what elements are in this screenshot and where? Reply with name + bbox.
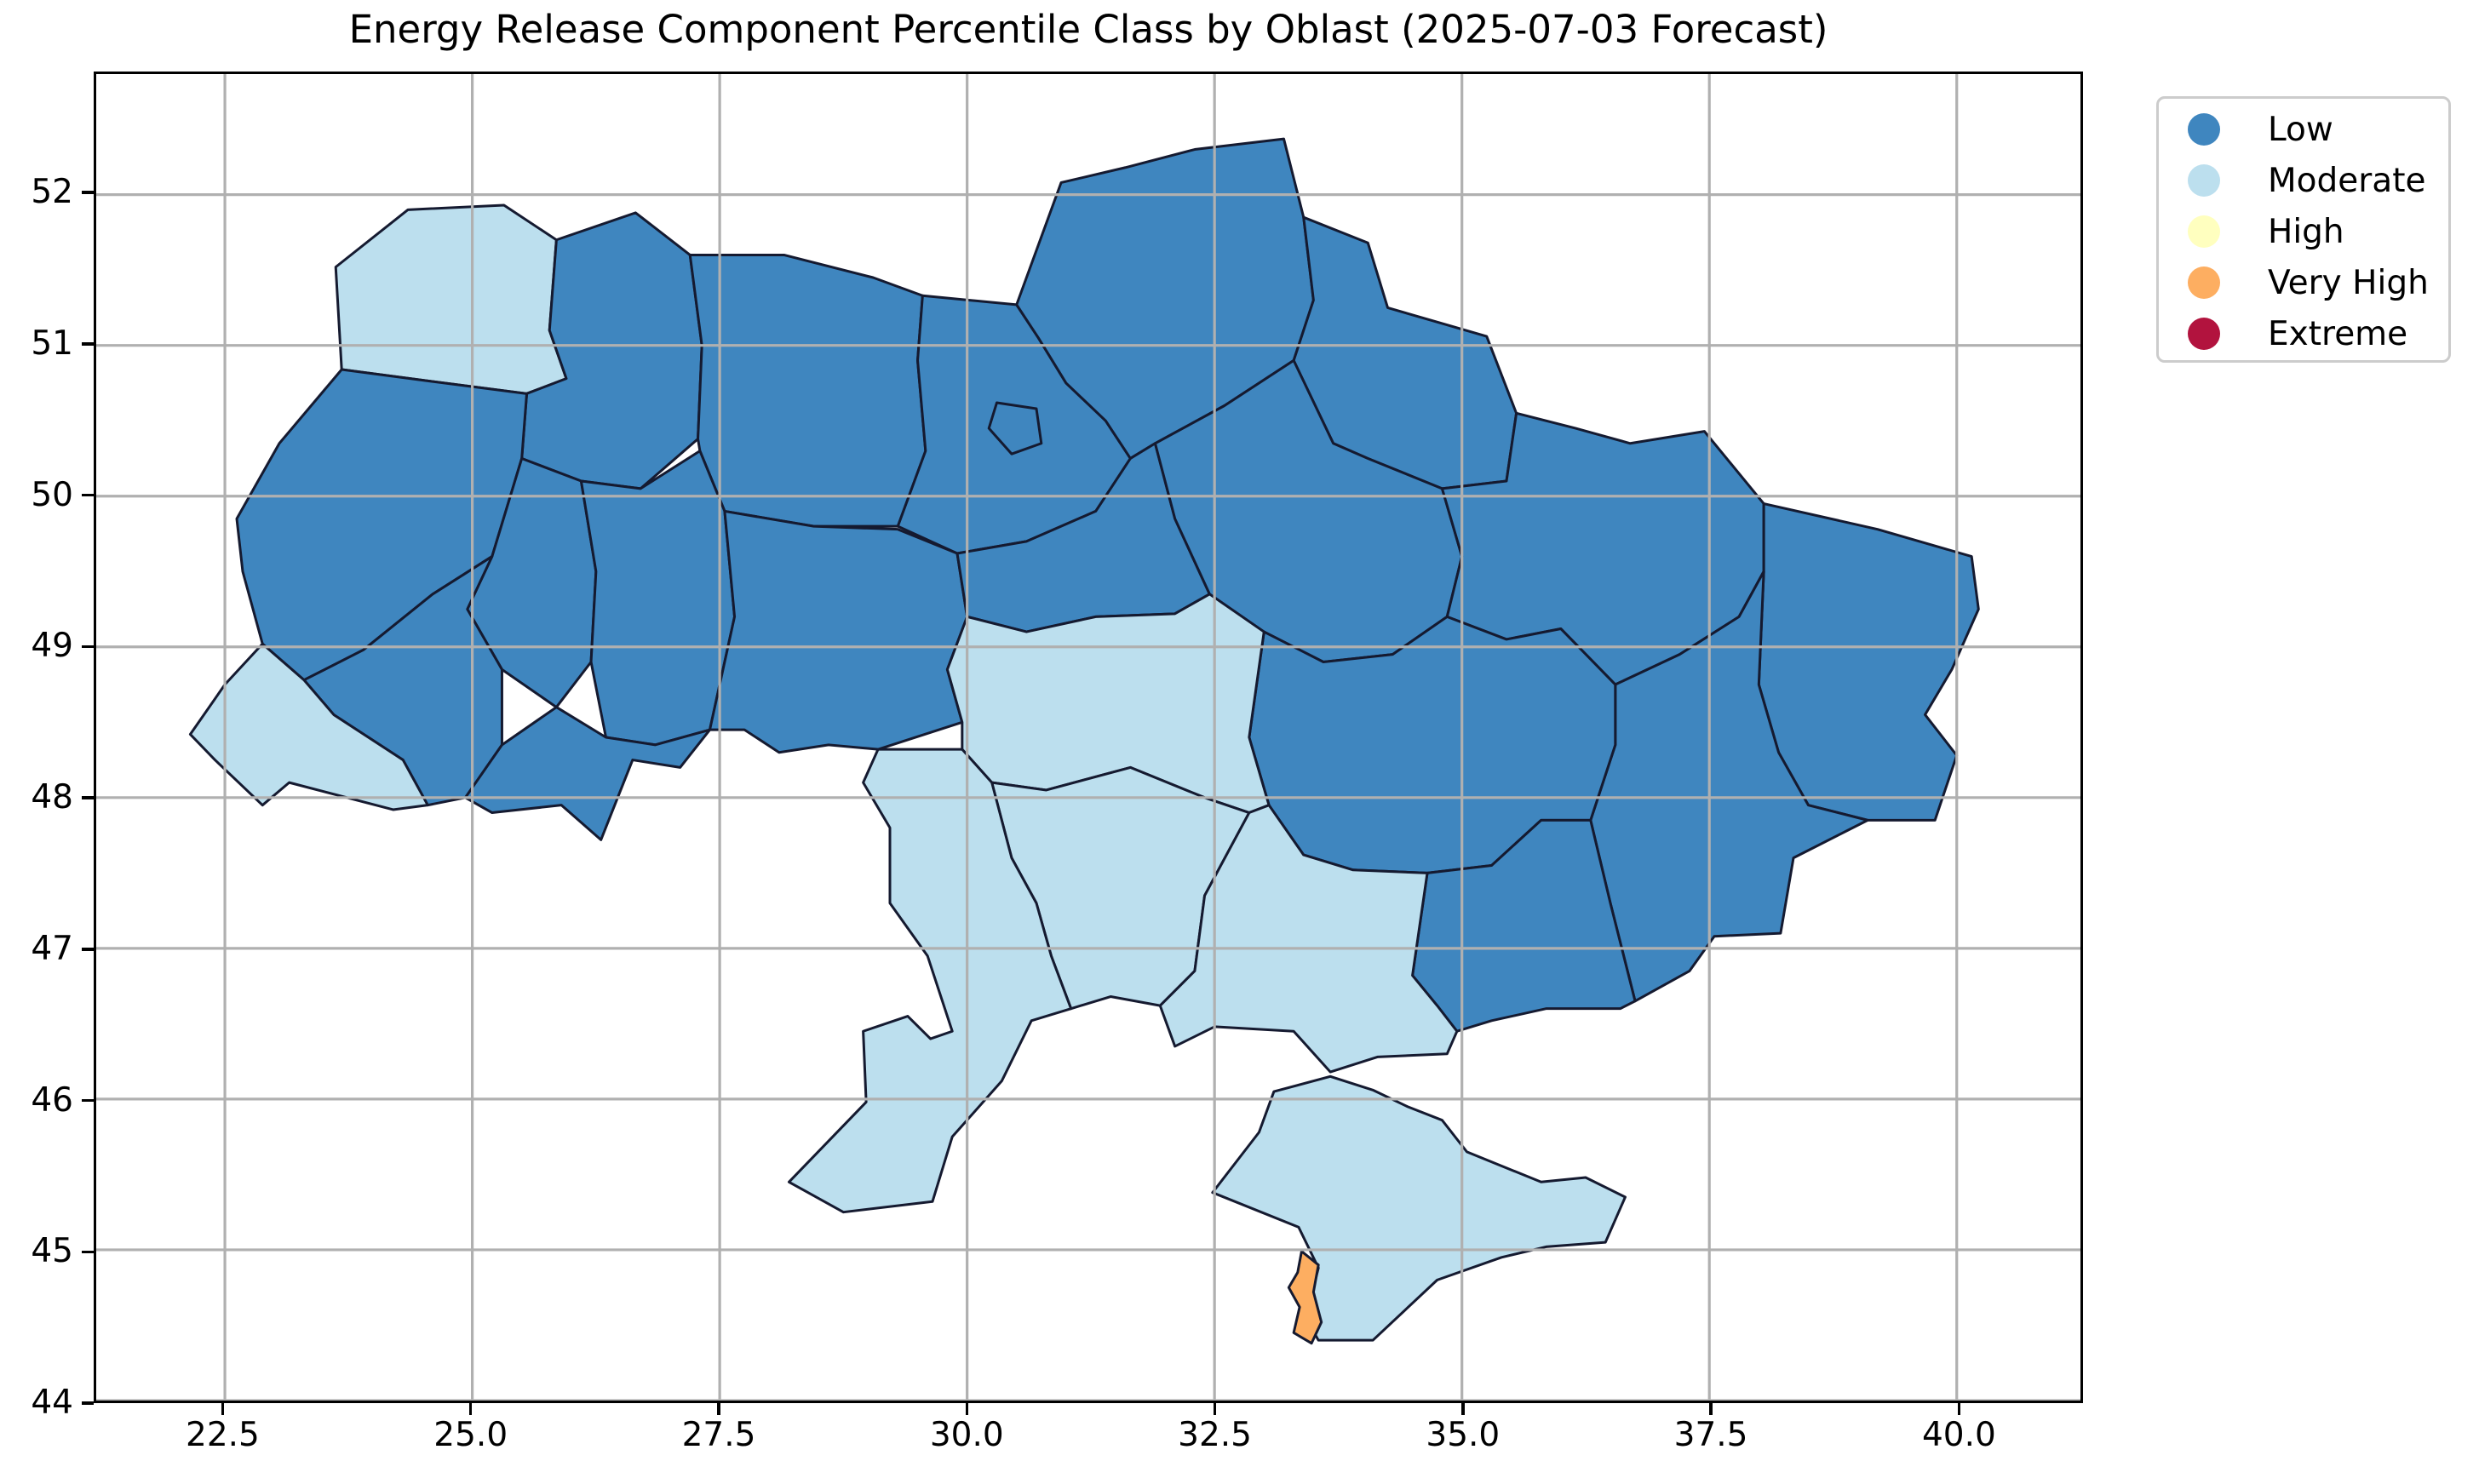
- y-tick-mark: [82, 645, 94, 649]
- x-tick-label: 27.5: [681, 1416, 756, 1454]
- x-tick-label: 30.0: [929, 1416, 1004, 1454]
- x-tick-mark: [1957, 1403, 1961, 1415]
- y-tick-label: 47: [31, 929, 73, 968]
- legend-item-extreme: Extreme: [2188, 308, 2448, 359]
- x-tick-label: 40.0: [1921, 1416, 1996, 1454]
- legend-marker-icon: [2188, 215, 2220, 248]
- legend: Low Moderate High Very High Extreme: [2156, 96, 2451, 363]
- x-tick-label: 37.5: [1673, 1416, 1748, 1454]
- legend-marker-icon: [2188, 318, 2220, 350]
- y-tick-label: 48: [31, 778, 73, 817]
- region-kherson: [1160, 805, 1457, 1072]
- legend-label: Extreme: [2268, 314, 2408, 353]
- y-tick-label: 51: [31, 324, 73, 363]
- y-tick-label: 52: [31, 173, 73, 212]
- region-vinnytsia: [709, 511, 967, 752]
- y-tick-mark: [82, 191, 94, 194]
- y-tick-mark: [82, 1098, 94, 1103]
- x-tick-mark: [965, 1403, 969, 1415]
- x-tick-label: 32.5: [1178, 1416, 1252, 1454]
- legend-marker-icon: [2188, 113, 2220, 146]
- legend-item-high: High: [2188, 206, 2448, 257]
- x-tick-label: 22.5: [186, 1416, 260, 1454]
- x-tick-mark: [468, 1403, 473, 1415]
- y-tick-mark: [82, 1401, 94, 1405]
- x-tick-mark: [1213, 1403, 1217, 1415]
- plot-title: Energy Release Component Percentile Clas…: [348, 7, 1828, 52]
- x-tick-label: 35.0: [1426, 1416, 1501, 1454]
- y-tick-label: 45: [31, 1232, 73, 1271]
- legend-marker-icon: [2188, 266, 2220, 299]
- region-zhytomyr: [690, 255, 926, 526]
- legend-item-moderate: Moderate: [2188, 155, 2448, 206]
- ukraine-oblast-map: [96, 74, 2080, 1401]
- region-odesa: [789, 749, 1070, 1212]
- legend-label: Low: [2268, 110, 2333, 149]
- legend-label: Very High: [2268, 263, 2429, 302]
- legend-marker-icon: [2188, 164, 2220, 197]
- region-crimea: [1213, 1076, 1626, 1340]
- region-volyn: [336, 205, 566, 393]
- region-sevastopol: [1288, 1252, 1321, 1344]
- y-tick-mark: [82, 796, 94, 799]
- x-tick-mark: [1461, 1403, 1465, 1415]
- y-tick-mark: [82, 1250, 94, 1254]
- y-tick-mark: [82, 493, 94, 497]
- y-tick-mark: [82, 342, 94, 346]
- region-luhansk: [1759, 504, 1978, 821]
- x-tick-label: 25.0: [433, 1416, 508, 1454]
- x-tick-mark: [221, 1403, 225, 1415]
- y-tick-mark: [82, 948, 94, 951]
- legend-label: High: [2268, 212, 2344, 251]
- region-kyiv-city: [989, 403, 1042, 454]
- y-tick-label: 50: [31, 475, 73, 514]
- y-tick-label: 49: [31, 627, 73, 666]
- legend-item-very-high: Very High: [2188, 257, 2448, 308]
- map-plot-area: [94, 72, 2083, 1403]
- x-tick-mark: [717, 1403, 720, 1415]
- y-tick-label: 44: [31, 1384, 73, 1422]
- legend-label: Moderate: [2268, 161, 2426, 200]
- region-zakarpattia: [190, 644, 428, 810]
- legend-item-low: Low: [2188, 104, 2448, 155]
- y-tick-label: 46: [31, 1080, 73, 1120]
- x-tick-mark: [1709, 1403, 1713, 1415]
